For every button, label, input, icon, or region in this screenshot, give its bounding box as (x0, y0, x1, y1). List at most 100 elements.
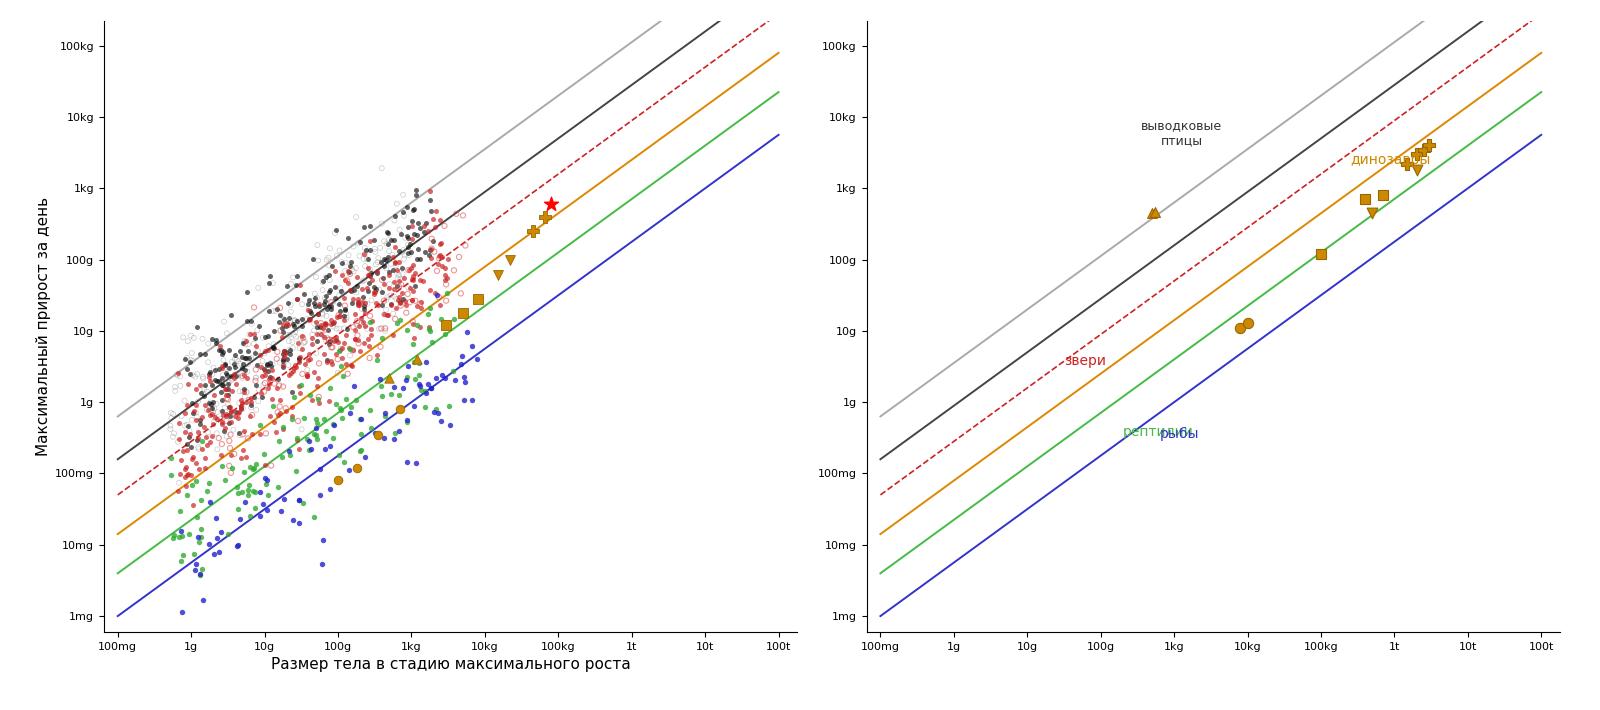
Point (226, 487, 251, 498)
Point (386, 273, 411, 284)
Point (197, 366, 222, 378)
Point (338, 343, 363, 354)
Point (306, 373, 331, 384)
Point (317, 338, 342, 349)
Point (307, 300, 333, 312)
Point (338, 285, 363, 297)
Point (226, 408, 251, 419)
Point (264, 427, 290, 438)
Point (288, 321, 314, 332)
Point (418, 205, 443, 217)
Point (211, 425, 237, 437)
Point (346, 238, 371, 249)
Point (362, 286, 387, 297)
Point (208, 344, 234, 355)
Point (286, 518, 312, 529)
Point (338, 350, 363, 361)
Point (358, 275, 384, 286)
Point (357, 317, 382, 328)
Point (210, 409, 235, 420)
Point (259, 394, 285, 405)
Point (291, 337, 317, 348)
Point (318, 296, 344, 307)
Point (376, 283, 402, 294)
Point (264, 382, 290, 393)
Point (346, 299, 371, 310)
Point (232, 496, 258, 508)
Point (320, 418, 346, 430)
Point (286, 354, 312, 365)
Point (378, 258, 403, 270)
Point (350, 248, 376, 260)
Point (232, 339, 258, 350)
Point (234, 386, 259, 398)
Point (206, 344, 232, 356)
Point (205, 376, 230, 387)
Point (394, 307, 419, 318)
Point (400, 316, 426, 327)
Point (397, 297, 422, 308)
Point (331, 305, 357, 316)
Point (237, 329, 262, 340)
Point (1142, 206, 1168, 217)
Point (408, 302, 434, 313)
Point (381, 235, 406, 246)
Point (187, 414, 213, 425)
Point (182, 407, 208, 418)
Point (230, 369, 256, 381)
Point (184, 435, 210, 446)
Point (280, 337, 306, 348)
Point (294, 364, 320, 376)
Point (354, 253, 379, 265)
Point (202, 412, 227, 423)
Point (227, 400, 253, 412)
Point (280, 365, 306, 376)
Point (171, 332, 197, 343)
Point (347, 446, 373, 457)
Point (325, 311, 350, 322)
Point (251, 365, 277, 376)
Point (235, 339, 261, 350)
Text: звери: звери (1064, 354, 1106, 368)
Point (421, 246, 446, 257)
Point (210, 349, 235, 360)
Point (352, 222, 378, 233)
Point (216, 389, 242, 400)
Point (181, 369, 206, 381)
X-axis label: Размер тела в стадию максимального роста: Размер тела в стадию максимального роста (270, 657, 630, 672)
Point (216, 376, 242, 388)
Point (200, 368, 226, 380)
Point (286, 352, 312, 364)
Point (261, 278, 286, 289)
Point (230, 466, 256, 478)
Point (181, 408, 206, 419)
Point (406, 378, 432, 390)
Point (427, 299, 453, 310)
Point (395, 264, 421, 275)
Point (232, 335, 258, 346)
Point (317, 301, 342, 312)
Point (189, 532, 214, 543)
Point (283, 465, 309, 476)
Point (387, 425, 413, 437)
Point (338, 261, 363, 272)
Point (328, 285, 354, 296)
Point (309, 307, 334, 319)
Point (210, 417, 235, 428)
Point (413, 387, 438, 398)
Point (357, 270, 382, 281)
Point (355, 298, 381, 310)
Point (218, 404, 243, 415)
Point (320, 261, 346, 272)
Point (240, 464, 266, 475)
Point (330, 371, 355, 382)
Point (301, 366, 326, 378)
Point (357, 352, 382, 364)
Point (283, 293, 309, 305)
Point (206, 375, 232, 386)
Point (194, 404, 219, 415)
Point (382, 302, 408, 314)
Point (277, 344, 302, 356)
Point (192, 400, 218, 411)
Point (381, 381, 406, 393)
